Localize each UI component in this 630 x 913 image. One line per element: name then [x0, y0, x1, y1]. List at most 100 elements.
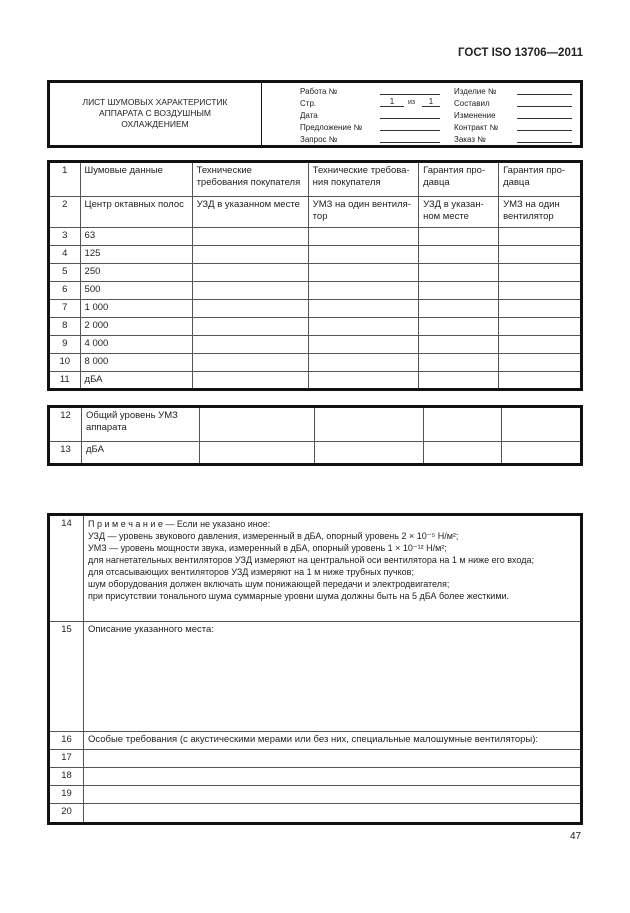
- table-row: 1 Шумовые данные Технические требования по…: [48, 161, 582, 197]
- field-line[interactable]: [517, 85, 572, 95]
- table-cell: 4 000: [79, 335, 193, 354]
- table-cell[interactable]: [418, 335, 500, 354]
- field-label: Дата: [300, 111, 318, 120]
- table-cell[interactable]: [83, 803, 582, 824]
- table-cell[interactable]: [501, 406, 582, 442]
- table-cell[interactable]: [191, 263, 309, 282]
- field-line[interactable]: [380, 85, 440, 95]
- field-line[interactable]: [380, 109, 440, 119]
- table-cell[interactable]: [307, 281, 420, 300]
- table-cell[interactable]: [307, 317, 420, 336]
- field-label: Изменение: [454, 111, 496, 120]
- table-row: 11 дБА: [48, 371, 582, 390]
- table-cell[interactable]: [191, 227, 309, 246]
- table-cell: 1 000: [79, 299, 193, 318]
- table-cell: дБА: [81, 441, 200, 465]
- note-line: УМЗ — уровень мощности звука, измеренный…: [88, 543, 447, 553]
- total-level-table: 12 Общий уровень УМЗ аппарата 13 дБА: [47, 405, 583, 466]
- table-cell: УМЗ на один вентиля-тор: [307, 196, 420, 228]
- title-line: АППАРАТА С ВОЗДУШНЫМ: [99, 108, 211, 118]
- table-cell[interactable]: [307, 335, 420, 354]
- table-cell: Технические требова-ния покупателя: [307, 161, 420, 197]
- document-code: ГОСТ ISO 13706—2011: [458, 47, 583, 59]
- table-cell[interactable]: [422, 441, 503, 465]
- table-cell[interactable]: [307, 245, 420, 264]
- table-cell[interactable]: [418, 281, 500, 300]
- row-number: 20: [48, 803, 84, 824]
- row-number: 16: [48, 731, 84, 750]
- note-line: УЗД — уровень звукового давления, измере…: [88, 531, 459, 541]
- page-number-field[interactable]: 1: [380, 97, 404, 107]
- table-cell[interactable]: [307, 263, 420, 282]
- table-cell[interactable]: [191, 281, 309, 300]
- field-line[interactable]: [517, 109, 572, 119]
- table-cell[interactable]: [83, 785, 582, 804]
- table-cell[interactable]: [198, 406, 315, 442]
- table-cell[interactable]: [498, 299, 582, 318]
- field-line[interactable]: [517, 121, 572, 131]
- table-cell[interactable]: [498, 227, 582, 246]
- table-cell[interactable]: [422, 406, 503, 442]
- table-cell[interactable]: [83, 749, 582, 768]
- table-cell[interactable]: [498, 335, 582, 354]
- field-label: Контракт №: [454, 123, 499, 132]
- table-cell[interactable]: [501, 441, 582, 465]
- table-row: 10 8 000: [48, 353, 582, 372]
- page-total-field[interactable]: 1: [422, 97, 440, 107]
- row-number: 9: [48, 335, 81, 354]
- table-cell[interactable]: Описание указанного места:: [83, 621, 582, 732]
- table-cell[interactable]: Особые требования (с акустическими мерам…: [83, 731, 582, 750]
- table-row: 12 Общий уровень УМЗ аппарата: [48, 406, 582, 442]
- field-line[interactable]: [517, 133, 572, 143]
- table-cell[interactable]: [307, 299, 420, 318]
- table-cell: дБА: [79, 371, 193, 390]
- field-line[interactable]: [380, 121, 440, 131]
- table-row: 13 дБА: [48, 441, 582, 465]
- table-cell: Технические требования покупателя: [191, 161, 309, 197]
- table-cell[interactable]: [418, 317, 500, 336]
- table-cell[interactable]: [498, 281, 582, 300]
- table-cell[interactable]: [313, 441, 424, 465]
- table-cell: Общий уровень УМЗ аппарата: [81, 406, 200, 442]
- table-cell[interactable]: [498, 353, 582, 372]
- field-label: Заказ №: [454, 135, 486, 144]
- table-cell[interactable]: [313, 406, 424, 442]
- table-cell: Шумовые данные: [79, 161, 193, 197]
- table-cell[interactable]: [498, 317, 582, 336]
- table-cell[interactable]: [418, 263, 500, 282]
- table-cell[interactable]: [191, 317, 309, 336]
- table-cell[interactable]: [191, 371, 309, 390]
- table-cell: 63: [79, 227, 193, 246]
- row-number: 17: [48, 749, 84, 768]
- form-header: ЛИСТ ШУМОВЫХ ХАРАКТЕРИСТИК АППАРАТА С ВО…: [47, 80, 583, 148]
- table-cell[interactable]: [191, 299, 309, 318]
- table-cell[interactable]: [83, 767, 582, 786]
- row-number: 7: [48, 299, 81, 318]
- title-line: ОХЛАЖДЕНИЕМ: [121, 119, 189, 129]
- table-row: 3 63: [48, 227, 582, 246]
- row-number: 12: [48, 406, 82, 442]
- row-number: 13: [48, 441, 82, 465]
- table-cell[interactable]: [198, 441, 315, 465]
- table-cell[interactable]: [418, 353, 500, 372]
- table-cell[interactable]: [498, 263, 582, 282]
- field-line[interactable]: [380, 133, 440, 143]
- field-line[interactable]: [517, 97, 572, 107]
- table-cell[interactable]: [307, 353, 420, 372]
- note-line: для отсасывающих вентиляторов УЗД измеря…: [88, 567, 414, 577]
- table-cell[interactable]: [498, 371, 582, 390]
- row-number: 14: [48, 514, 84, 622]
- table-cell[interactable]: [418, 227, 500, 246]
- table-cell[interactable]: [191, 335, 309, 354]
- table-cell[interactable]: [418, 371, 500, 390]
- table-cell[interactable]: [418, 245, 500, 264]
- table-cell[interactable]: [307, 371, 420, 390]
- note-line: для нагнетательных вентиляторов УЗД изме…: [88, 555, 534, 565]
- table-cell[interactable]: [498, 245, 582, 264]
- table-cell[interactable]: [307, 227, 420, 246]
- table-cell[interactable]: [418, 299, 500, 318]
- table-cell[interactable]: [191, 353, 309, 372]
- table-cell[interactable]: [191, 245, 309, 264]
